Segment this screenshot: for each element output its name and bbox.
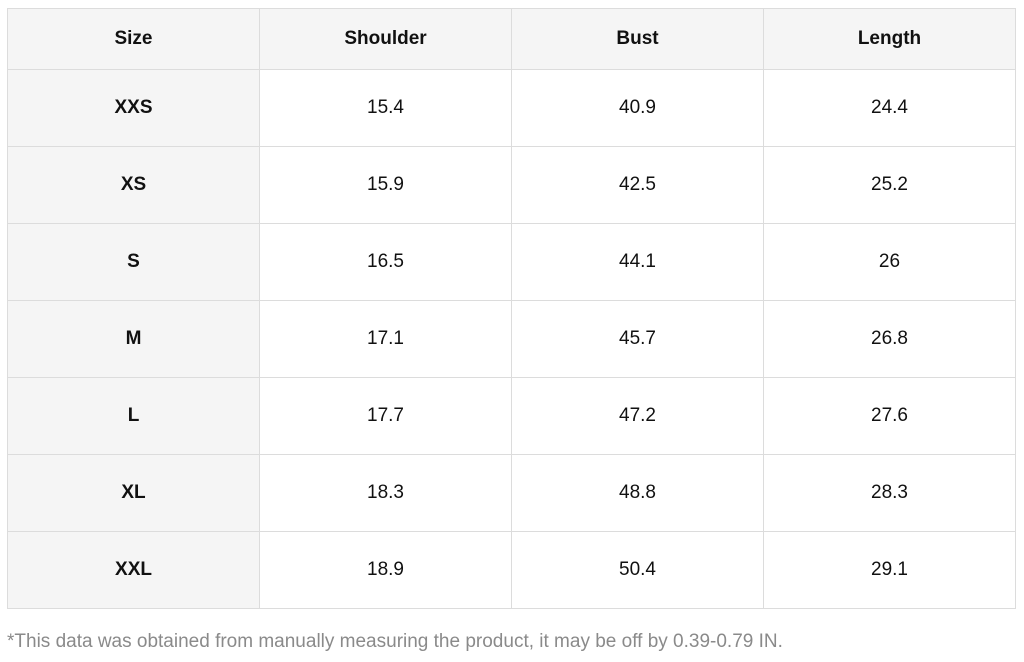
measure-cell: 17.7	[259, 377, 512, 455]
footnote: *This data was obtained from manually me…	[7, 631, 783, 652]
table-row: M 17.1 45.7 26.8	[7, 300, 1016, 378]
measure-cell: 16.5	[259, 223, 512, 301]
size-cell: XXL	[7, 531, 260, 609]
size-cell: S	[7, 223, 260, 301]
measure-cell: 26	[763, 223, 1016, 301]
size-table: Size Shoulder Bust Length XXS 15.4 40.9 24.4 XS…	[7, 8, 1016, 609]
table-row: S 16.5 44.1 26	[7, 223, 1016, 301]
table-row: XS 15.9 42.5 25.2	[7, 146, 1016, 224]
measure-cell: 50.4	[511, 531, 764, 609]
size-cell: XL	[7, 454, 260, 532]
measure-cell: 47.2	[511, 377, 764, 455]
measure-cell: 18.3	[259, 454, 512, 532]
measure-cell: 15.4	[259, 69, 512, 147]
measure-cell: 29.1	[763, 531, 1016, 609]
measure-cell: 17.1	[259, 300, 512, 378]
measure-cell: 18.9	[259, 531, 512, 609]
table-header: Size Shoulder Bust Length	[7, 8, 1016, 70]
measure-cell: 15.9	[259, 146, 512, 224]
header-cell: Bust	[511, 8, 764, 70]
table-row: XXL 18.9 50.4 29.1	[7, 531, 1016, 609]
header-cell: Shoulder	[259, 8, 512, 70]
header-cell: Length	[763, 8, 1016, 70]
measure-cell: 45.7	[511, 300, 764, 378]
measure-cell: 26.8	[763, 300, 1016, 378]
size-cell: M	[7, 300, 260, 378]
size-cell: XXS	[7, 69, 260, 147]
measure-cell: 42.5	[511, 146, 764, 224]
size-cell: L	[7, 377, 260, 455]
measure-cell: 24.4	[763, 69, 1016, 147]
table-body: XXS 15.4 40.9 24.4 XS 15.9 42.5 25.2 S 16.5 44.1 26…	[7, 69, 1016, 609]
measure-cell: 44.1	[511, 223, 764, 301]
table-row: L 17.7 47.2 27.6	[7, 377, 1016, 455]
header-row: Size Shoulder Bust Length	[7, 8, 1016, 70]
table-row: XL 18.3 48.8 28.3	[7, 454, 1016, 532]
measure-cell: 25.2	[763, 146, 1016, 224]
measure-cell: 40.9	[511, 69, 764, 147]
size-cell: XS	[7, 146, 260, 224]
table-row: XXS 15.4 40.9 24.4	[7, 69, 1016, 147]
header-cell: Size	[7, 8, 260, 70]
measure-cell: 27.6	[763, 377, 1016, 455]
measure-cell: 28.3	[763, 454, 1016, 532]
measure-cell: 48.8	[511, 454, 764, 532]
